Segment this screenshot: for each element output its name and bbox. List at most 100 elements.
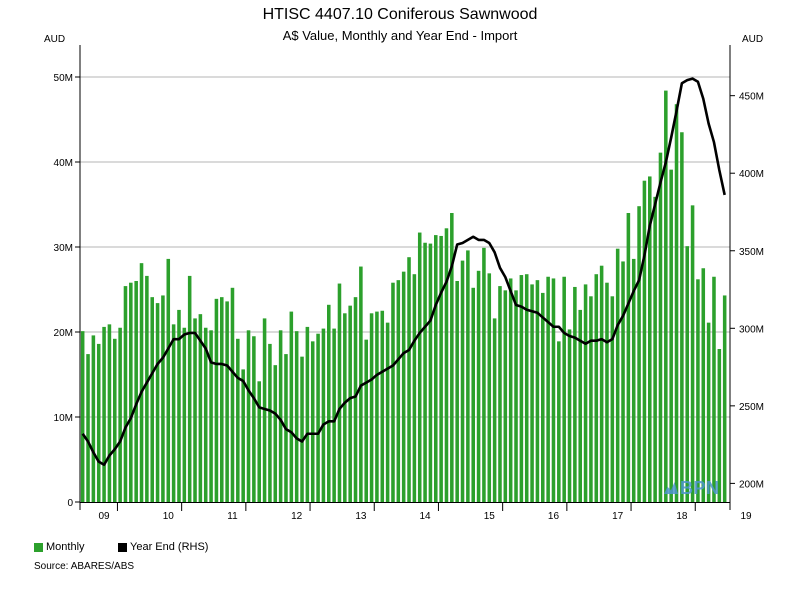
legend-item-year-end: Year End (RHS) [118,541,208,553]
monthly-bar [145,275,149,502]
right-tick-label: 400M [739,169,764,180]
monthly-bar [444,228,449,503]
watermark-text: BPN [680,478,720,498]
monthly-bar [658,152,663,502]
monthly-bars [80,90,727,503]
monthly-bar [327,304,331,502]
chart-subtitle: A$ Value, Monthly and Year End - Import [282,28,518,43]
monthly-bar [86,354,90,502]
monthly-bar [129,282,133,502]
monthly-bar [236,338,240,502]
monthly-bar [455,281,459,502]
year-end-line [81,77,726,467]
monthly-bar [535,280,540,502]
monthly-bar [337,283,342,502]
monthly-bar [631,258,636,502]
monthly-bar [551,278,556,502]
monthly-bar [166,258,171,502]
monthly-bar [364,339,368,502]
monthly-bar [225,301,229,502]
x-tick-label: 12 [291,511,303,522]
monthly-bar [407,257,411,502]
monthly-bar [541,292,545,502]
monthly-bar [155,303,160,502]
monthly-bar [220,297,224,502]
monthly-bar [664,90,668,502]
monthly-bar [107,324,112,502]
monthly-bar [123,286,128,502]
monthly-bar [503,290,508,502]
monthly-bar [401,271,406,502]
monthly-bar [706,322,711,502]
monthly-bar [648,176,652,502]
monthly-bar [514,290,518,502]
monthly-bar [113,338,117,502]
monthly-bar [332,328,336,502]
monthly-bar [460,260,465,502]
monthly-bar [294,331,299,502]
monthly-bar [669,169,673,502]
monthly-bar [353,297,358,502]
monthly-bar [423,242,427,502]
monthly-bar [391,282,395,502]
monthly-bar [198,314,203,502]
monthly-bar [246,330,251,502]
monthly-bar [139,263,144,502]
monthly-bar [412,274,417,502]
monthly-bar [487,273,492,502]
monthly-bar [615,248,620,502]
monthly-bar [439,235,443,502]
monthly-bar [343,313,347,502]
monthly-bar [674,104,679,502]
monthly-bar [717,349,722,502]
monthly-bar [257,381,261,502]
monthly-bar [230,287,235,502]
left-tick-label: 50M [54,73,73,84]
right-tick-label: 200M [739,479,764,490]
year-end-series-line [81,77,726,467]
right-tick-label: 450M [739,92,764,103]
monthly-bar [187,275,192,502]
monthly-bar [385,322,390,502]
monthly-bar [476,270,481,502]
monthly-bar [637,206,641,502]
monthly-bar [289,311,294,502]
monthly-bar [466,250,470,502]
monthly-bar [252,336,256,502]
monthly-bar [161,295,165,502]
monthly-bar [589,296,593,502]
legend-label-year-end: Year End (RHS) [130,541,209,553]
monthly-bar [712,276,716,502]
monthly-bar [182,327,187,502]
monthly-bar [450,213,454,502]
monthly-bar [268,343,272,502]
chart-logo-icon [664,482,678,494]
legend-label-monthly: Monthly [46,541,85,553]
monthly-bar [273,365,278,502]
monthly-bar [583,284,588,502]
monthly-bar [546,276,550,502]
monthly-bar [214,298,219,502]
right-tick-label: 350M [739,247,764,258]
legend-item-monthly: Monthly [34,541,85,553]
right-tick-label: 300M [739,324,764,335]
monthly-bar [241,369,245,502]
monthly-bar [621,261,625,502]
monthly-bar [605,282,609,502]
monthly-bar [562,276,566,502]
x-tick-label: 14 [420,511,432,522]
x-tick-label: 11 [227,511,238,522]
monthly-bar [578,309,582,502]
year-end-swatch [118,542,127,552]
monthly-bar [498,286,502,502]
left-axis-unit: AUD [44,34,66,45]
monthly-bar [701,268,706,502]
monthly-bar [380,310,385,502]
monthly-bar [524,274,529,502]
monthly-bar [680,132,684,502]
monthly-bar [369,313,374,502]
monthly-bar [508,278,513,502]
monthly-bar [118,327,122,502]
monthly-bar [396,280,401,502]
monthly-bar [599,265,604,502]
